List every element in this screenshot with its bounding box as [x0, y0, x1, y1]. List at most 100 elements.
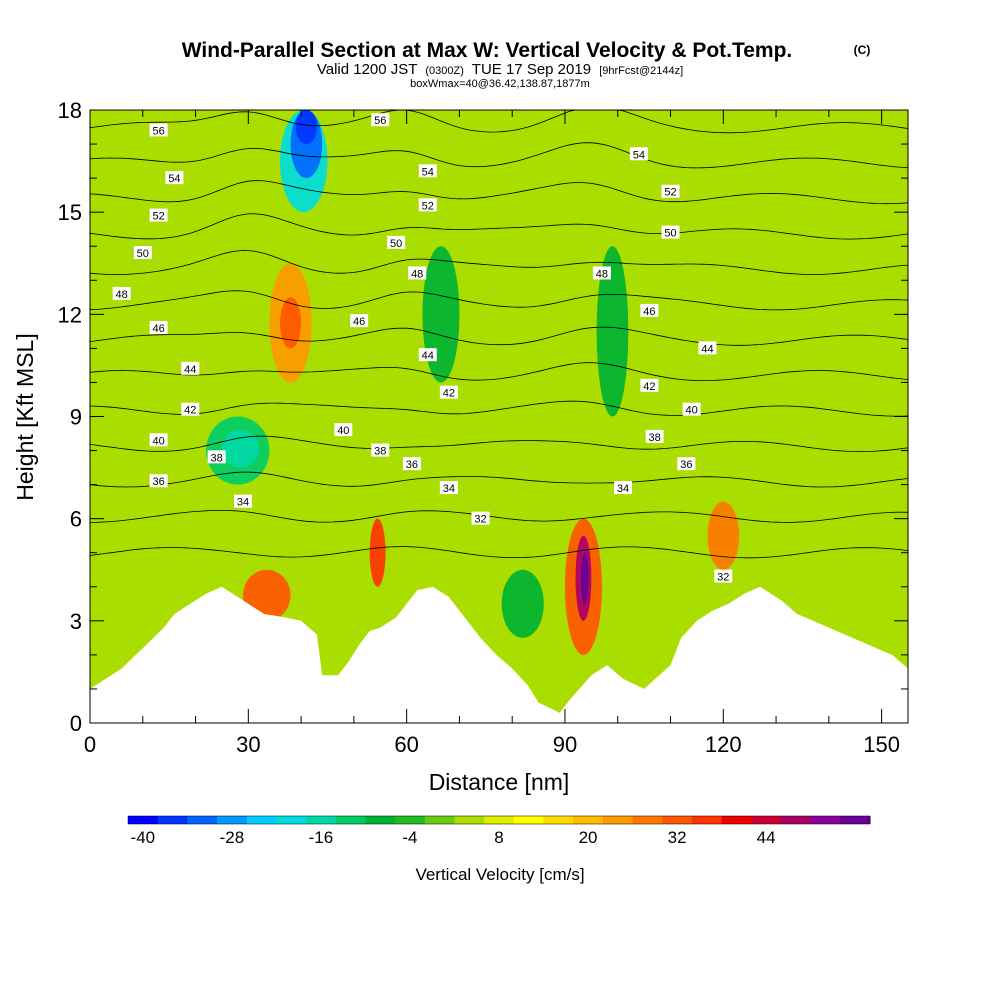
isentrope-line	[90, 362, 908, 381]
contour-label-text: 48	[596, 268, 608, 280]
isentrope-contours	[90, 110, 908, 559]
colorbar-swatch	[187, 816, 218, 824]
contour-label-text: 56	[374, 115, 386, 127]
contour-label-text: 56	[152, 125, 164, 137]
contour-label-bg	[592, 266, 611, 280]
isentrope-line	[90, 110, 908, 134]
contour-label: 50	[661, 225, 680, 240]
contour-label-text: 40	[337, 425, 349, 437]
contour-label-bg	[234, 494, 253, 508]
contour-label-bg	[149, 433, 168, 447]
velocity-cell	[221, 430, 259, 468]
isentrope-line	[90, 546, 908, 559]
contour-label-bg	[402, 457, 421, 471]
contour-label-text: 40	[152, 435, 164, 447]
contour-label-text: 52	[422, 200, 434, 212]
colorbar-swatch	[217, 816, 248, 824]
subtitle-valid: Valid 1200 JST	[317, 61, 417, 78]
contour-label: 36	[402, 457, 421, 471]
x-tick-label: 0	[84, 732, 96, 757]
contour-label-bg	[640, 378, 659, 392]
contour-label: 42	[439, 385, 458, 400]
contour-label: 38	[207, 450, 226, 464]
colorbar-tick-label: 8	[494, 828, 503, 847]
contour-label-text: 50	[390, 238, 402, 250]
contour-label: 56	[149, 123, 168, 137]
contour-label-bg	[471, 511, 490, 525]
contour-label: 54	[418, 164, 437, 178]
colorbar-swatch	[632, 816, 663, 824]
contour-label-text: 44	[701, 343, 713, 355]
colorbar-tick-label: -4	[402, 828, 417, 847]
contour-label-text: 34	[617, 483, 629, 495]
colorbar-tick-label: 44	[757, 828, 776, 847]
contour-label-bg	[371, 113, 390, 127]
contour-label-text: 36	[680, 459, 692, 471]
contour-label-text: 32	[474, 514, 486, 526]
contour-label-bg	[387, 235, 406, 249]
isentrope-line	[90, 290, 908, 311]
contour-label-bg	[207, 450, 226, 464]
contour-label: 40	[682, 402, 701, 417]
contour-label-bg	[149, 320, 168, 334]
contour-label: 52	[661, 184, 680, 199]
colorbar-swatch	[276, 816, 307, 824]
contour-label-bg	[149, 123, 168, 137]
y-tick-label: 15	[58, 200, 82, 225]
contour-label-bg	[698, 341, 717, 355]
subtitle-utc: (0300Z)	[425, 65, 464, 77]
contour-label: 40	[334, 423, 353, 437]
contour-label-bg	[149, 474, 168, 488]
velocity-cell	[580, 552, 589, 604]
colorbar-tick-label: 32	[668, 828, 687, 847]
contour-label-bg	[133, 246, 152, 260]
isentrope-line	[90, 400, 908, 417]
contour-label: 40	[149, 433, 168, 447]
contour-label-text: 42	[643, 381, 655, 393]
contour-label-bg	[439, 481, 458, 495]
contour-label: 54	[165, 171, 184, 185]
colorbar-labels: -40 -28 -16 -4 8 20 32 44	[131, 828, 776, 847]
contour-label: 32	[714, 569, 733, 584]
contour-label-bg	[112, 286, 131, 300]
y-tick-label: 6	[70, 507, 82, 532]
colorbar-swatch	[513, 816, 545, 824]
colorbar-swatch	[395, 816, 426, 824]
colorbar-swatch	[484, 816, 515, 824]
contour-label-text: 34	[237, 497, 249, 509]
contour-label-bg	[640, 303, 659, 317]
contour-label-bg	[661, 184, 680, 198]
y-tick-label: 18	[58, 98, 82, 123]
velocity-cell	[501, 569, 544, 638]
contour-label: 50	[387, 235, 406, 250]
isentrope-line	[90, 471, 908, 488]
colorbar-swatch	[128, 816, 159, 824]
contour-label-bg	[439, 385, 458, 399]
y-tick-label: 0	[70, 711, 82, 736]
contour-label-text: 48	[411, 268, 423, 280]
y-tick-label: 9	[70, 405, 82, 430]
x-tick-label: 30	[236, 732, 260, 757]
colorbar-swatch	[424, 816, 455, 824]
contour-label: 52	[418, 198, 437, 212]
subtitle-date: TUE 17 Sep 2019	[472, 61, 591, 78]
contour-label-text: 52	[664, 187, 676, 199]
colorbar-swatch	[365, 816, 396, 824]
colorbar-swatch	[454, 816, 485, 824]
velocity-cell	[295, 110, 317, 145]
contour-label: 44	[418, 348, 437, 362]
colorbar-swatch	[573, 816, 604, 824]
contour-label-bg	[629, 147, 648, 161]
contour-label-text: 32	[717, 572, 729, 584]
x-axis: 0 30 60 90 120 150	[84, 110, 900, 757]
contour-label-bg	[661, 225, 680, 239]
contour-label-bg	[645, 429, 664, 443]
contour-label-text: 38	[374, 446, 386, 458]
contour-label-bg	[371, 443, 390, 457]
y-axis-label: Height [Kft MSL]	[12, 333, 38, 500]
contour-label: 44	[698, 341, 717, 355]
contour-label-bg	[165, 171, 184, 185]
contour-label-text: 52	[152, 211, 164, 223]
contour-label-text: 48	[116, 289, 128, 301]
